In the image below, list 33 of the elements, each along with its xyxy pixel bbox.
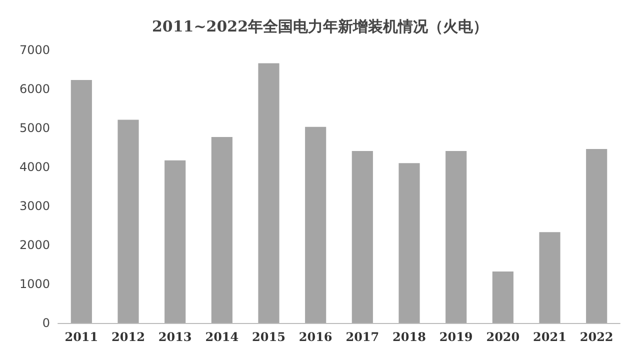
bar [539,232,560,323]
bar [211,136,232,323]
bar [70,80,92,323]
bar [258,63,280,323]
bar [118,120,139,323]
bar [305,126,326,323]
x-tick-label: 2018 [392,330,426,344]
x-tick-label: 2021 [533,330,566,344]
bar [164,160,186,323]
x-tick-label: 2019 [439,330,473,344]
x-tick-label: 2022 [580,330,614,344]
y-tick-label: 7000 [19,43,50,57]
x-tick-label: 2015 [252,330,286,344]
bar [446,151,467,323]
x-tick-label: 2016 [298,330,332,344]
bar [492,272,514,323]
x-tick-label: 2012 [112,330,145,344]
y-tick-label: 5000 [19,121,50,135]
y-tick-label: 3000 [19,199,50,213]
bar [398,163,420,323]
bar [352,151,373,323]
y-tick-label: 2000 [19,238,50,252]
bar [586,149,608,323]
y-tick-label: 1000 [19,277,50,291]
x-tick-label: 2014 [205,330,239,344]
y-tick-label: 4000 [19,160,50,174]
y-tick-label: 0 [42,316,50,330]
y-tick-label: 6000 [19,82,50,96]
x-tick-label: 2020 [486,330,520,344]
x-tick-label: 2017 [346,330,380,344]
x-tick-label: 2011 [64,330,98,344]
chart-title: 2011~2022年全国电力年新增装机情况（火电） [152,18,488,36]
x-tick-label: 2013 [158,330,192,344]
